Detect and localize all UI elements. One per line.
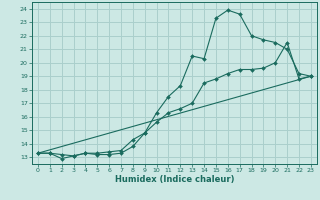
X-axis label: Humidex (Indice chaleur): Humidex (Indice chaleur) [115,175,234,184]
